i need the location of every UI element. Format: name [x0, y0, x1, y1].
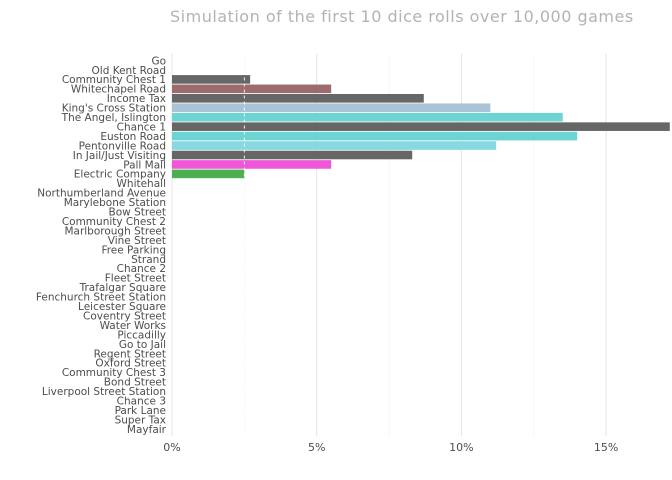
bar [172, 169, 245, 179]
category-label: Liverpool Street Station [42, 386, 166, 398]
category-label: Community Chest 3 [62, 367, 166, 379]
category-label: Electric Company [74, 169, 166, 181]
category-label: Go [151, 55, 166, 67]
category-label: Fenchurch Street Station [36, 292, 166, 304]
bar [172, 141, 497, 150]
category-label: Chance 2 [117, 263, 166, 275]
category-label: Income Tax [107, 93, 166, 105]
category-label: Fleet Street [105, 273, 166, 285]
category-label: Pall Mall [123, 159, 166, 171]
category-label: Vine Street [108, 235, 166, 247]
category-label: Whitehall [117, 178, 166, 190]
category-label: Super Tax [115, 414, 166, 426]
bars [172, 53, 670, 437]
x-tick-label: 0% [163, 441, 180, 454]
x-tick-label: 10% [449, 441, 473, 454]
category-label: Community Chest 2 [62, 216, 166, 228]
category-label: In Jail/Just Visiting [73, 150, 166, 162]
bar [172, 84, 332, 94]
category-label: Chance 3 [117, 396, 166, 408]
category-label: King's Cross Station [62, 103, 166, 115]
bar [172, 122, 670, 131]
bar [172, 160, 332, 169]
category-label: Free Parking [101, 244, 166, 256]
bar [172, 94, 424, 103]
category-label: Mayfair [127, 424, 167, 436]
category-label: Bow Street [109, 207, 166, 219]
bar [172, 112, 563, 122]
category-label: The Angel, Islington [61, 112, 166, 124]
category-label: Community Chest 1 [62, 74, 166, 86]
category-label: Bond Street [104, 377, 166, 389]
category-label: Regent Street [94, 348, 166, 360]
category-label: Water Works [100, 320, 166, 332]
x-tick-label: 5% [308, 441, 325, 454]
category-label: Northumberland Avenue [37, 188, 166, 200]
category-label: Go to Jail [119, 339, 166, 351]
category-label: Whitechapel Road [71, 84, 166, 96]
category-label: Chance 1 [117, 121, 166, 133]
x-tick-label: 15% [594, 441, 618, 454]
category-label: Euston Road [100, 131, 166, 143]
grid-lines [171, 53, 607, 437]
category-label: Marlborough Street [64, 225, 166, 237]
category-label: Trafalgar Square [79, 282, 166, 294]
category-label: Oxford Street [95, 358, 166, 370]
bar [172, 75, 251, 84]
category-label: Coventry Street [83, 310, 166, 322]
category-label: Park Lane [115, 405, 166, 417]
bar [172, 150, 413, 160]
category-label: Piccadilly [117, 329, 166, 341]
category-label: Leicester Square [78, 301, 166, 313]
category-label: Old Kent Road [92, 65, 166, 77]
category-label: Strand [131, 254, 166, 266]
category-label: Marylebone Station [64, 197, 166, 209]
bar [172, 103, 491, 113]
category-label: Pentonville Road [79, 140, 166, 152]
x-axis-ticks: 0% 5% 10% 15% [163, 441, 618, 454]
chart-title: Simulation of the first 10 dice rolls ov… [170, 7, 634, 26]
bar [172, 131, 578, 141]
